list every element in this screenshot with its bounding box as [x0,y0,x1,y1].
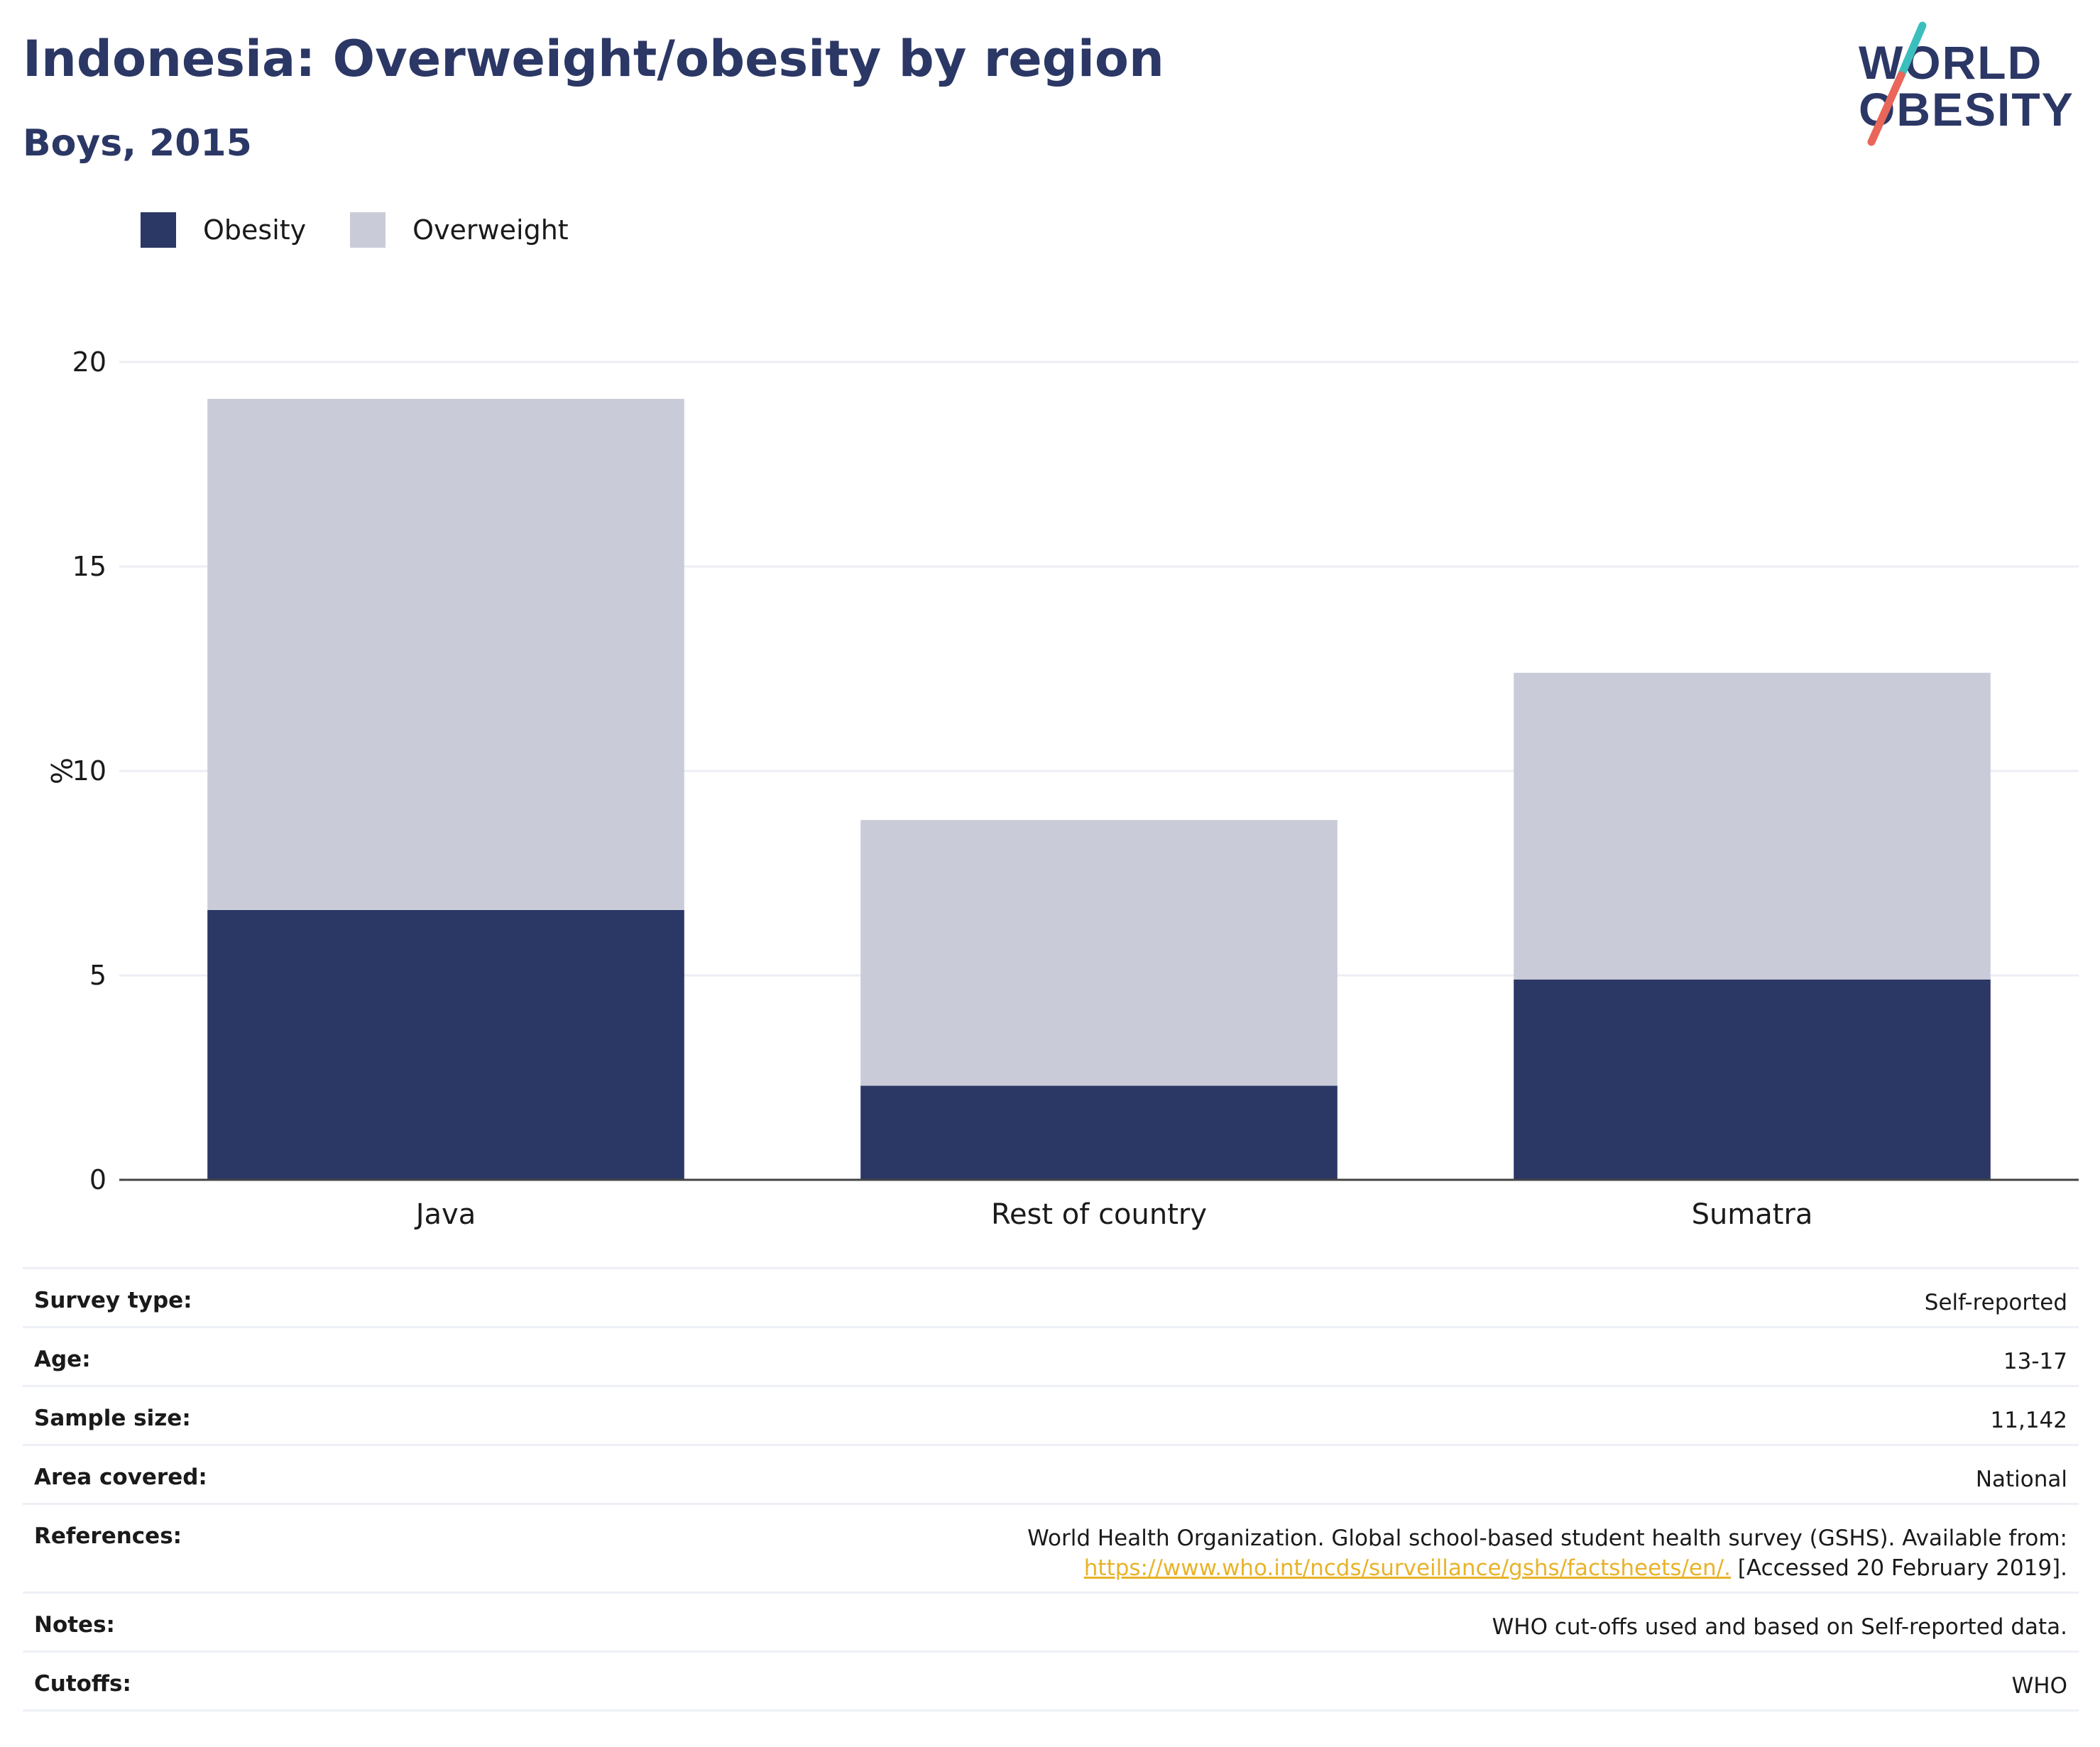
legend-item-overweight[interactable]: Overweight [350,212,569,248]
bar-overweight-rest-of-country [860,820,1338,1086]
meta-value: Self-reported [1924,1290,2067,1315]
bar-overweight-java [207,398,684,910]
meta-value: National [1975,1467,2067,1492]
y-tick-label: 20 [72,346,106,378]
reference-accessed: [Accessed 20 February 2019]. [1730,1555,2067,1581]
legend-label-obesity: Obesity [203,214,307,246]
meta-key: Survey type: [34,1288,192,1313]
bar-overweight-sumatra [1514,672,1991,980]
meta-value: 13-17 [2003,1349,2067,1374]
meta-value: 11,142 [1990,1408,2067,1433]
meta-row-age: Age: 13-17 [23,1328,2079,1387]
chart-legend: Obesity Overweight [141,210,613,250]
y-axis-title: % [44,757,77,784]
x-tick-label: Java [414,1198,476,1231]
meta-value: WHO [2011,1673,2067,1699]
bar-obesity-sumatra [1514,979,1991,1180]
y-tick-label: 10 [72,755,106,787]
bar-obesity-java [207,909,684,1180]
meta-row-references: References: World Health Organization. G… [23,1505,2079,1594]
meta-key: Sample size: [34,1406,191,1431]
y-tick-label: 15 [72,551,106,582]
meta-row-notes: Notes: WHO cut-offs used and based on Se… [23,1594,2079,1653]
meta-value: WHO cut-offs used and based on Self-repo… [1492,1614,2067,1640]
meta-key: Area covered: [34,1464,207,1490]
legend-swatch-obesity [141,212,176,248]
chart-subtitle: Boys, 2015 [23,122,252,165]
logo-line-1: WORLD [1859,36,2043,89]
meta-row-cutoffs: Cutoffs: WHO [23,1653,2079,1712]
meta-key: References: [34,1523,182,1549]
reference-link[interactable]: https://www.who.int/ncds/surveillance/gs… [1083,1555,1731,1581]
meta-key: Notes: [34,1612,115,1638]
x-tick-label: Rest of country [991,1198,1207,1231]
meta-row-area-covered: Area covered: National [23,1446,2079,1505]
logo-slash-icon [1867,21,1927,146]
meta-key: Age: [34,1347,91,1372]
meta-row-sample-size: Sample size: 11,142 [23,1387,2079,1446]
x-tick-label: Sumatra [1692,1198,1813,1231]
meta-row-survey-type: Survey type: Self-reported [23,1269,2079,1328]
legend-item-obesity[interactable]: Obesity [141,212,306,248]
y-tick-label: 0 [89,1164,106,1195]
reference-text: World Health Organization. Global school… [1027,1526,2067,1551]
world-obesity-logo[interactable]: WORLD OBESITY [1846,20,2087,155]
legend-swatch-overweight [350,212,386,248]
metadata-table: Survey type: Self-reported Age: 13-17 Sa… [23,1267,2079,1712]
bar-chart: 0 5 10 15 20% Java Rest of country Sumatra [44,346,2079,1231]
meta-value: World Health Organization. Global school… [1027,1523,2067,1583]
y-tick-label: 5 [89,960,106,991]
meta-key: Cutoffs: [34,1671,131,1697]
chart-title: Indonesia: Overweight/obesity by region [23,30,1164,88]
bar-obesity-rest-of-country [860,1085,1338,1180]
legend-label-overweight: Overweight [412,214,569,246]
